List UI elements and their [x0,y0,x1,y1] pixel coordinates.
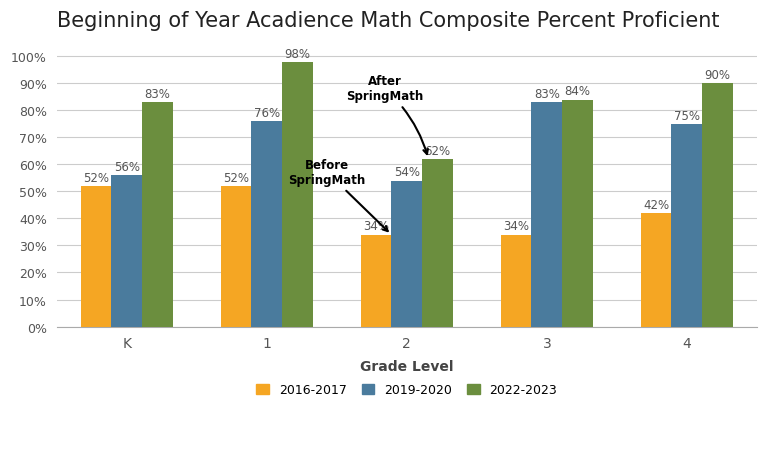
X-axis label: Grade Level: Grade Level [360,359,454,373]
Text: 75%: 75% [674,110,700,122]
Bar [361,235,392,327]
Text: 62%: 62% [425,145,451,157]
Text: 42%: 42% [643,198,669,212]
Text: 84%: 84% [564,85,591,98]
Text: 83%: 83% [144,88,170,101]
Bar [142,103,173,327]
Text: 34%: 34% [503,220,529,233]
Text: Before
SpringMath: Before SpringMath [288,159,388,232]
Bar [111,176,142,327]
Text: 34%: 34% [363,220,389,233]
Text: Beginning of Year Acadience Math Composite Percent Proficient: Beginning of Year Acadience Math Composi… [57,11,719,31]
Bar [702,84,733,327]
Bar [251,122,282,327]
Bar [562,100,593,327]
Bar [501,235,531,327]
Bar [641,213,671,327]
Text: 98%: 98% [285,47,310,61]
Bar [282,62,313,327]
Bar [81,187,111,327]
Text: 90%: 90% [705,69,730,82]
Text: 56%: 56% [114,161,140,174]
Text: 54%: 54% [394,166,420,179]
Bar [220,187,251,327]
Legend: 2016-2017, 2019-2020, 2022-2023: 2016-2017, 2019-2020, 2022-2023 [251,379,562,401]
Text: 52%: 52% [83,172,109,184]
Bar [422,160,453,327]
Text: 76%: 76% [253,107,280,120]
Bar [392,181,422,327]
Text: After
SpringMath: After SpringMath [346,75,428,155]
Bar [531,103,562,327]
Text: 52%: 52% [223,172,249,184]
Text: 83%: 83% [534,88,560,101]
Bar [671,125,702,327]
